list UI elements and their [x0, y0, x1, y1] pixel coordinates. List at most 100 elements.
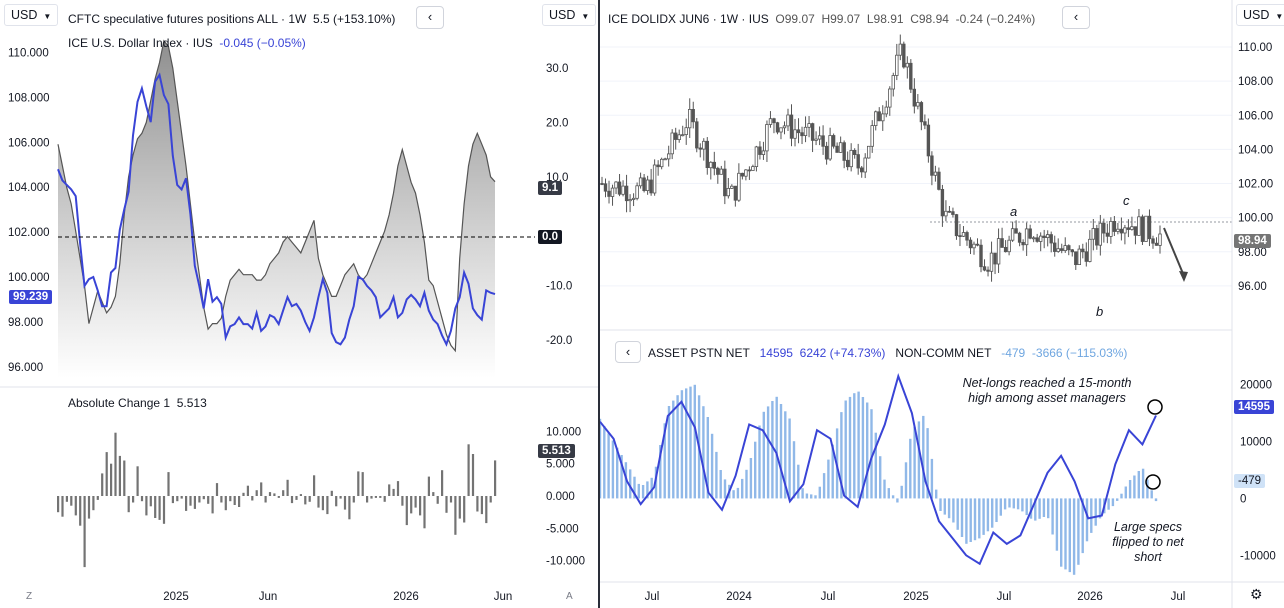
lower-tick-label: -10000	[1240, 550, 1276, 562]
candle-body	[1074, 251, 1078, 266]
change-bar	[317, 496, 320, 508]
candle-body	[751, 166, 755, 171]
noncomm-bar	[1012, 498, 1015, 509]
noncomm-bar	[986, 498, 990, 532]
change-bar	[251, 496, 254, 501]
candle-body	[1049, 234, 1053, 244]
change-bar	[61, 496, 64, 517]
lower-collapse-button[interactable]: ‹	[615, 341, 641, 363]
change-bar	[361, 472, 364, 496]
candle-body	[852, 149, 857, 155]
lower-tick-label: 0	[1240, 493, 1246, 505]
noncomm-bar	[1128, 480, 1132, 499]
left-corner-a[interactable]: A	[566, 591, 573, 602]
change-bar	[224, 496, 227, 511]
left-time-tick: 2025	[163, 591, 189, 603]
change-bar	[202, 496, 205, 500]
candle-body	[677, 134, 681, 141]
candle-body	[1081, 248, 1085, 253]
left-time-tick: Jun	[494, 591, 513, 603]
candle-body	[982, 266, 987, 271]
noncomm-bar	[870, 409, 873, 499]
candle-body	[817, 135, 822, 140]
change-bar	[489, 496, 492, 503]
noncomm-bar	[633, 476, 636, 499]
cftc-price-tag: 9.1	[538, 181, 562, 195]
candle-body	[723, 168, 727, 197]
change-bar	[480, 496, 483, 515]
right-currency-selector[interactable]: USD ▼	[1236, 4, 1284, 26]
price-tick-label: 98.00	[1238, 247, 1267, 259]
noncomm-bar	[680, 390, 684, 499]
left-legend-2[interactable]: ICE U.S. Dollar Index · IUS -0.045 (−0.0…	[68, 36, 306, 50]
candle-body	[814, 138, 818, 141]
candle-body	[1133, 226, 1138, 236]
candle-body	[660, 158, 664, 168]
change-bar	[211, 496, 214, 514]
zero-price-tag-text: 0.0	[542, 231, 558, 243]
candle-price-tag: 98.94	[1234, 234, 1271, 248]
cftc-change: (+153.10%)	[333, 12, 396, 26]
noncomm-bar	[1003, 498, 1007, 510]
change-bar	[458, 496, 461, 519]
change-bar	[343, 496, 347, 510]
noncomm-bar	[866, 402, 869, 499]
change-bar	[167, 472, 170, 496]
dxy-tick-label: 104.000	[8, 182, 50, 194]
chevron-left-icon: ‹	[427, 9, 433, 24]
panel-separator[interactable]	[598, 0, 600, 608]
left-currency-selector[interactable]: USD ▼	[4, 4, 59, 26]
right-time-tick: 2025	[903, 591, 929, 603]
change-bar	[476, 496, 479, 512]
left-legend-1[interactable]: CFTC speculative futures positions ALL ·…	[68, 12, 395, 26]
candle-body	[873, 111, 878, 127]
change-bar	[277, 496, 280, 498]
change-bar	[445, 496, 448, 513]
asset-name: ASSET PSTN NET	[648, 346, 750, 360]
right-left-currency-selector[interactable]: USD ▼	[542, 4, 597, 26]
left-legend-3[interactable]: Absolute Change 1 5.513	[68, 396, 207, 410]
change-bar	[273, 493, 276, 496]
candle-body	[888, 88, 892, 108]
candle-body	[831, 135, 836, 147]
candle-body	[649, 179, 653, 194]
noncomm-bar	[771, 401, 774, 499]
candle-body	[881, 113, 885, 122]
noncomm-bar	[831, 444, 834, 499]
lower-legend[interactable]: ASSET PSTN NET 14595 6242 (+74.73%) NON-…	[648, 346, 1127, 360]
settings-gear-icon[interactable]: ⚙	[1250, 586, 1263, 602]
candle-body	[835, 145, 839, 153]
dot-sep: ·	[712, 12, 717, 26]
left-collapse-button[interactable]: ‹	[416, 6, 444, 29]
right-legend[interactable]: ICE DOLIDX JUN6 · 1W · IUS O99.07 H99.07…	[608, 12, 1035, 26]
noncomm-bar	[1116, 498, 1119, 501]
noncomm-bar	[982, 498, 985, 535]
left-corner-z[interactable]: Z	[26, 591, 33, 602]
candle-body	[709, 161, 713, 169]
chevron-left-icon: ‹	[1073, 9, 1079, 24]
candle-body	[930, 155, 934, 176]
candle-body	[737, 172, 741, 201]
candle-body	[916, 102, 920, 107]
candle-body	[1014, 228, 1018, 234]
candle-body	[1063, 245, 1067, 252]
change-bar	[79, 496, 82, 526]
noncomm-bar	[629, 469, 632, 499]
candle-body	[733, 185, 738, 201]
noncomm-bar	[848, 396, 852, 499]
candle-body	[856, 154, 860, 169]
change-price-tag: 5.513	[538, 444, 575, 458]
chevron-down-icon: ▼	[581, 12, 590, 21]
change-bar	[485, 496, 488, 524]
change-bar	[132, 496, 135, 503]
candle-body	[617, 181, 622, 195]
right-collapse-button[interactable]: ‹	[1062, 6, 1090, 29]
candle-body	[691, 109, 695, 123]
dxy-name: ICE U.S. Dollar Index	[68, 36, 183, 50]
change-bar	[423, 496, 426, 529]
candle-body	[674, 132, 678, 140]
candle-body	[1126, 227, 1131, 230]
dxy-line	[57, 72, 496, 347]
noncomm-bar	[818, 486, 821, 499]
candle-price-tag-text: 98.94	[1238, 235, 1267, 247]
